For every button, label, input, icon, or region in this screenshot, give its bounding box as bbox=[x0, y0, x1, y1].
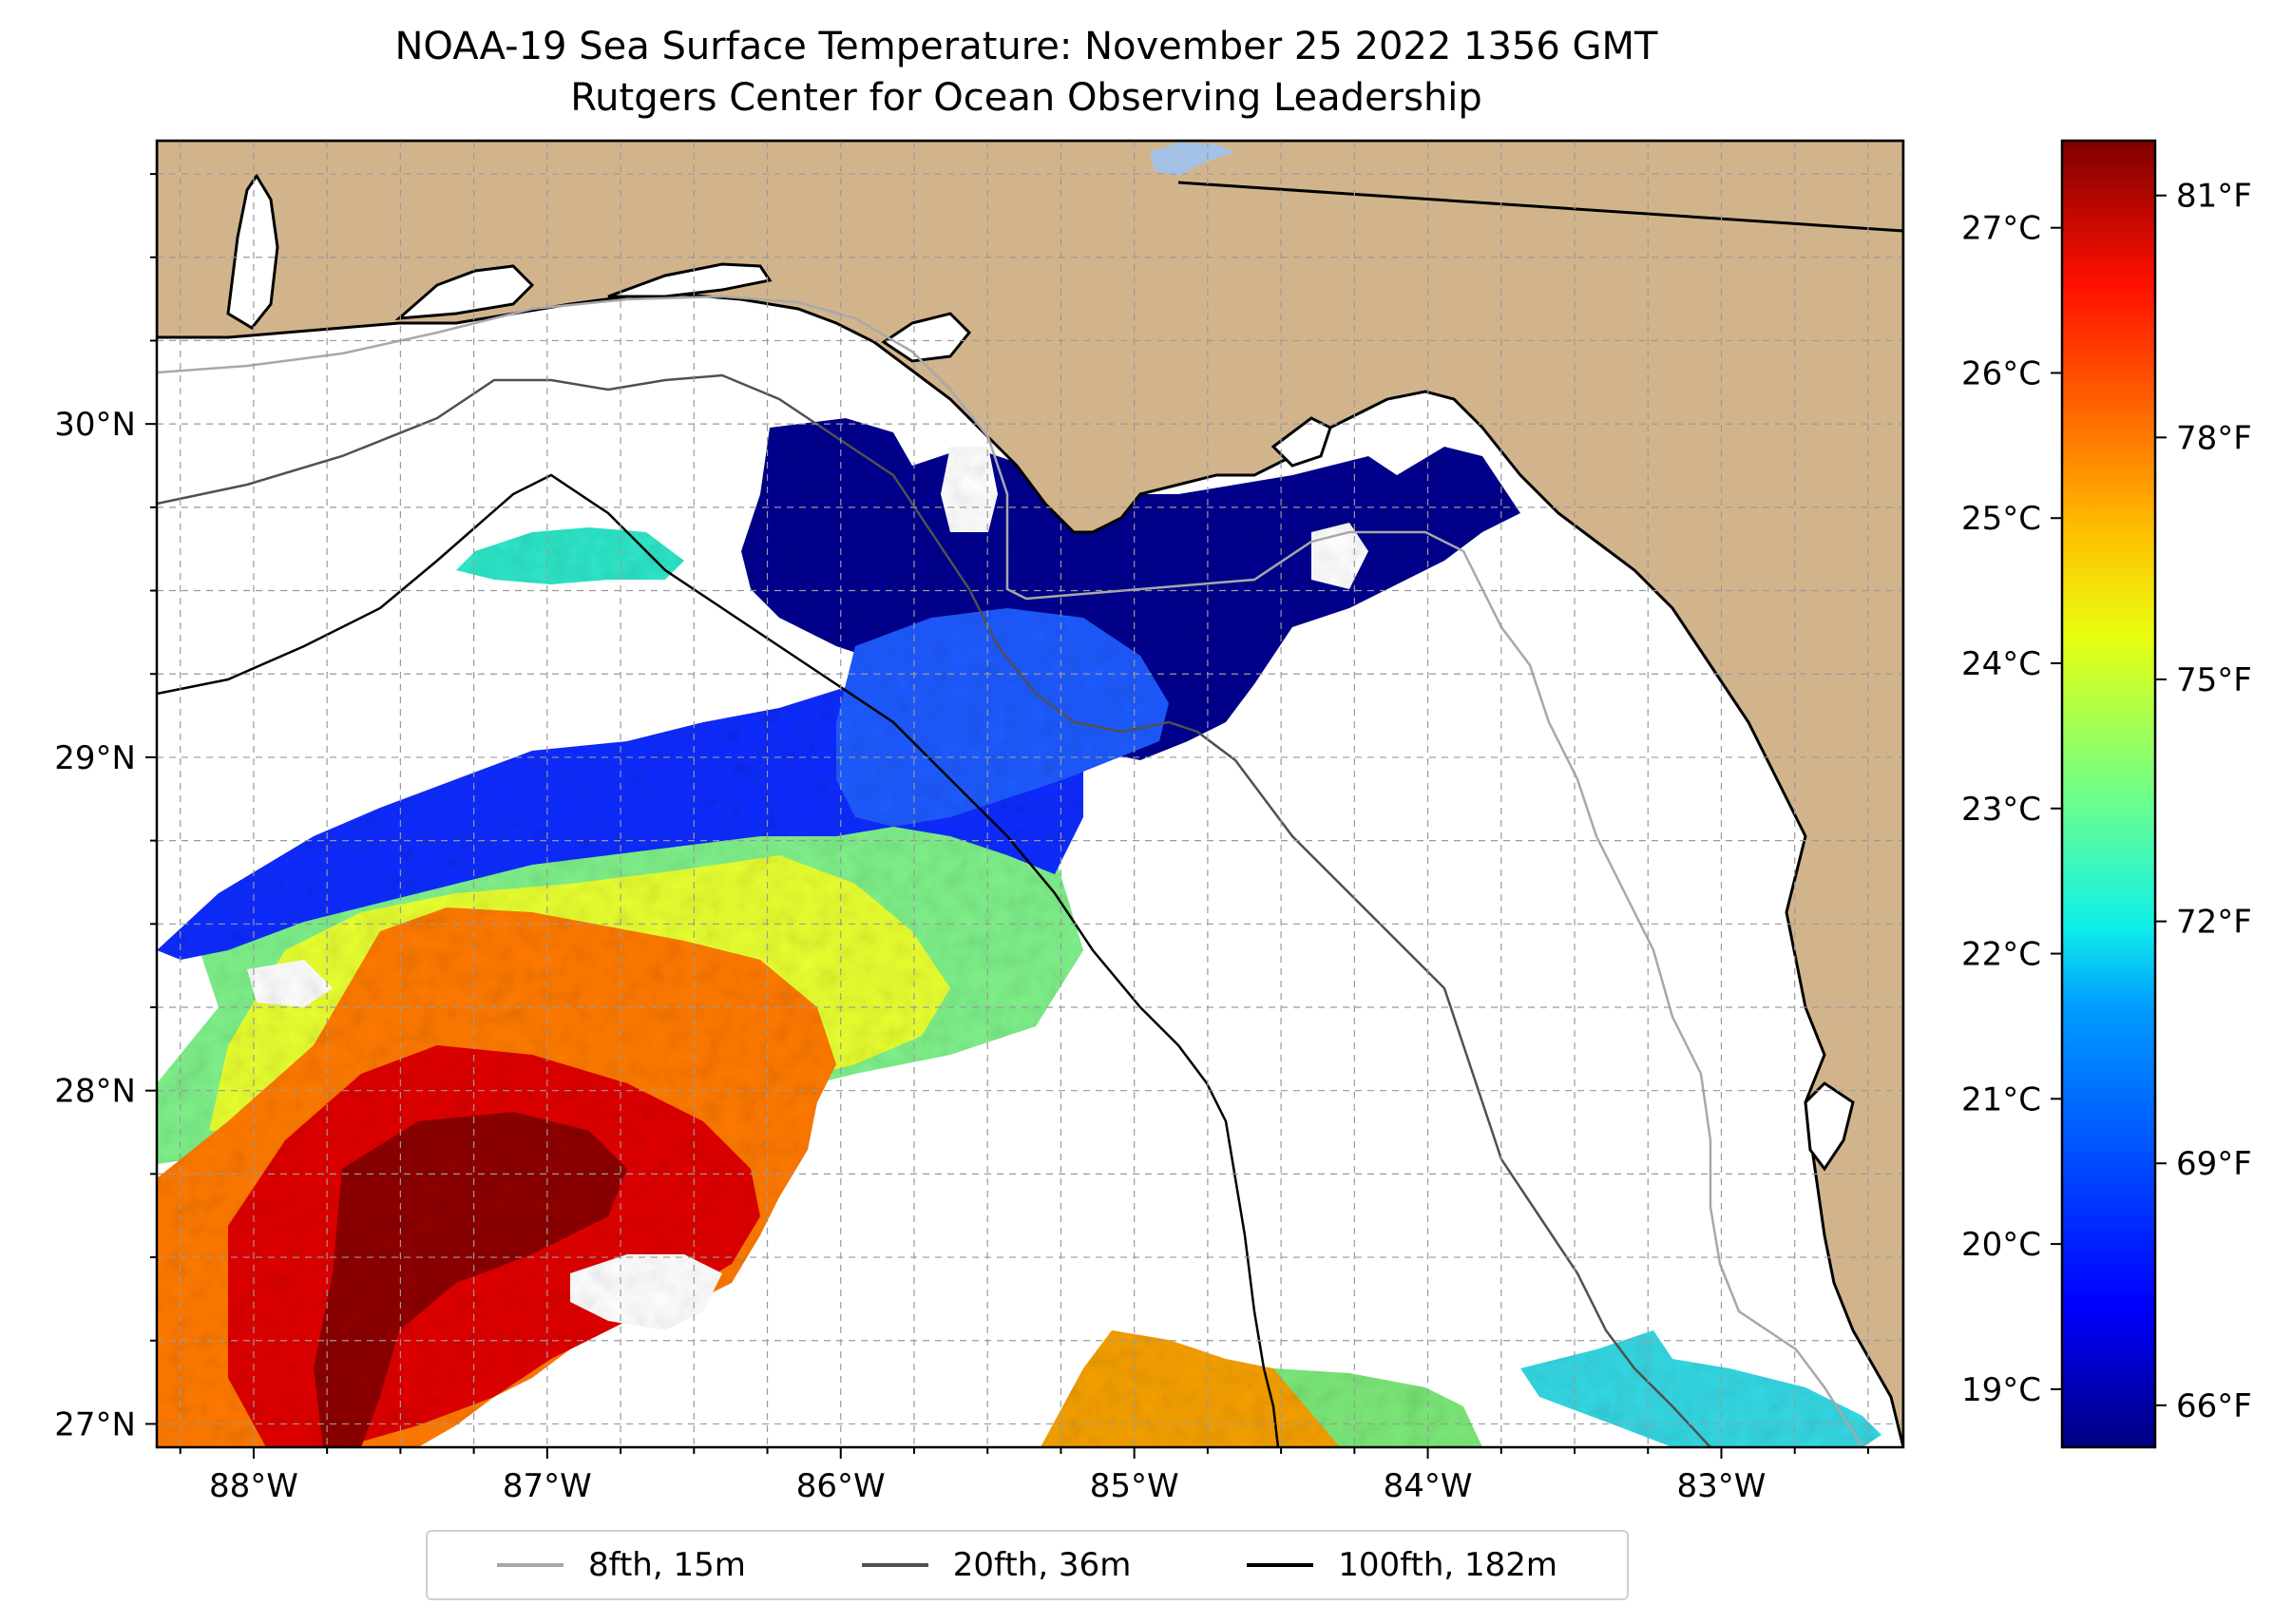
st-andrews-bay bbox=[881, 312, 972, 363]
mobile-bay bbox=[226, 173, 279, 330]
legend-swatch-20fth bbox=[861, 1563, 928, 1567]
colorbar-gradient bbox=[2060, 139, 2157, 1449]
celsius-tick-label: 26°C bbox=[1961, 354, 2041, 392]
fahrenheit-tick-label: 69°F bbox=[2176, 1145, 2252, 1183]
map-frame bbox=[155, 139, 1905, 1449]
celsius-tick-label: 24°C bbox=[1961, 645, 2041, 683]
choctawhatchee-bay bbox=[607, 262, 773, 298]
legend-item-100fth: 100fth, 182m bbox=[1247, 1546, 1557, 1584]
legend-label-20fth: 20fth, 36m bbox=[952, 1546, 1132, 1584]
celsius-tick-label: 22°C bbox=[1961, 936, 2041, 974]
celsius-tick-label: 21°C bbox=[1961, 1080, 2041, 1118]
legend-label-8fth: 8fth, 15m bbox=[587, 1546, 746, 1584]
graticule bbox=[157, 141, 1903, 1447]
lat-tick-label: 29°N bbox=[54, 739, 136, 777]
legend-swatch-8fth bbox=[496, 1563, 563, 1567]
isobath-100fth bbox=[157, 473, 1280, 1447]
map-subtitle: Rutgers Center for Ocean Observing Leade… bbox=[570, 76, 1482, 120]
colorbar-celsius-ticks: 19°C 20°C 21°C 22°C 23°C 24°C 25°C 26°C 27°C bbox=[1961, 210, 2062, 1409]
sst-region-southeast-cyan bbox=[1520, 1330, 1881, 1447]
celsius-tick-label: 27°C bbox=[1961, 210, 2041, 248]
isobath-legend: 8fth, 15m 20fth, 36m 100fth, 182m bbox=[426, 1530, 1629, 1600]
tampa-bay bbox=[1804, 1081, 1855, 1172]
lat-tick-label: 28°N bbox=[54, 1073, 136, 1111]
lake bbox=[1150, 143, 1235, 176]
celsius-tick-label: 19°C bbox=[1961, 1371, 2041, 1409]
sst-region-gap-north-hole bbox=[941, 447, 998, 532]
sst-region-south-orange bbox=[1041, 1330, 1340, 1447]
fahrenheit-tick-label: 72°F bbox=[2176, 904, 2252, 942]
celsius-tick-label: 20°C bbox=[1961, 1226, 2041, 1264]
lon-tick-label: 83°W bbox=[1677, 1467, 1767, 1505]
isobath-8fth bbox=[157, 295, 1864, 1447]
pensacola-bay bbox=[394, 264, 535, 320]
lon-tick-label: 88°W bbox=[209, 1467, 298, 1505]
sst-region-cyan-north bbox=[456, 527, 684, 584]
legend-label-100fth: 100fth, 182m bbox=[1338, 1546, 1558, 1584]
apalachee-bay bbox=[1270, 416, 1332, 468]
sst-region-south-green bbox=[1273, 1368, 1482, 1447]
longitude-axis: 88°W 87°W 86°W 85°W 84°W 83°W bbox=[179, 1447, 1869, 1505]
colorbar-fahrenheit-ticks: 66°F 69°F 72°F 75°F 78°F 81°F bbox=[2155, 178, 2252, 1425]
map-title: NOAA-19 Sea Surface Temperature: Novembe… bbox=[394, 25, 1658, 68]
lat-tick-label: 27°N bbox=[54, 1405, 136, 1443]
latitude-axis: 27°N 28°N 29°N 30°N bbox=[54, 173, 157, 1443]
lon-tick-label: 84°W bbox=[1384, 1467, 1473, 1505]
sst-region-hottest bbox=[314, 1112, 627, 1447]
state-border bbox=[1177, 181, 1903, 233]
legend-item-8fth: 8fth, 15m bbox=[496, 1546, 746, 1584]
sst-region-mid-blue bbox=[836, 608, 1169, 827]
isobath-20fth bbox=[157, 373, 1711, 1447]
lon-tick-label: 86°W bbox=[796, 1467, 886, 1505]
fahrenheit-tick-label: 75°F bbox=[2176, 661, 2252, 699]
celsius-tick-label: 23°C bbox=[1961, 791, 2041, 829]
lat-tick-label: 30°N bbox=[54, 406, 136, 444]
lon-tick-label: 85°W bbox=[1090, 1467, 1179, 1505]
fahrenheit-tick-label: 78°F bbox=[2176, 419, 2252, 457]
sst-region-gap-south bbox=[570, 1254, 722, 1330]
legend-swatch-100fth bbox=[1247, 1563, 1314, 1567]
legend-item-20fth: 20fth, 36m bbox=[861, 1546, 1132, 1584]
lon-tick-label: 87°W bbox=[503, 1467, 592, 1505]
celsius-tick-label: 25°C bbox=[1961, 500, 2041, 538]
fahrenheit-tick-label: 81°F bbox=[2176, 178, 2252, 216]
sst-region-gap-hole-3 bbox=[247, 960, 333, 1007]
fahrenheit-tick-label: 66°F bbox=[2176, 1387, 2252, 1425]
